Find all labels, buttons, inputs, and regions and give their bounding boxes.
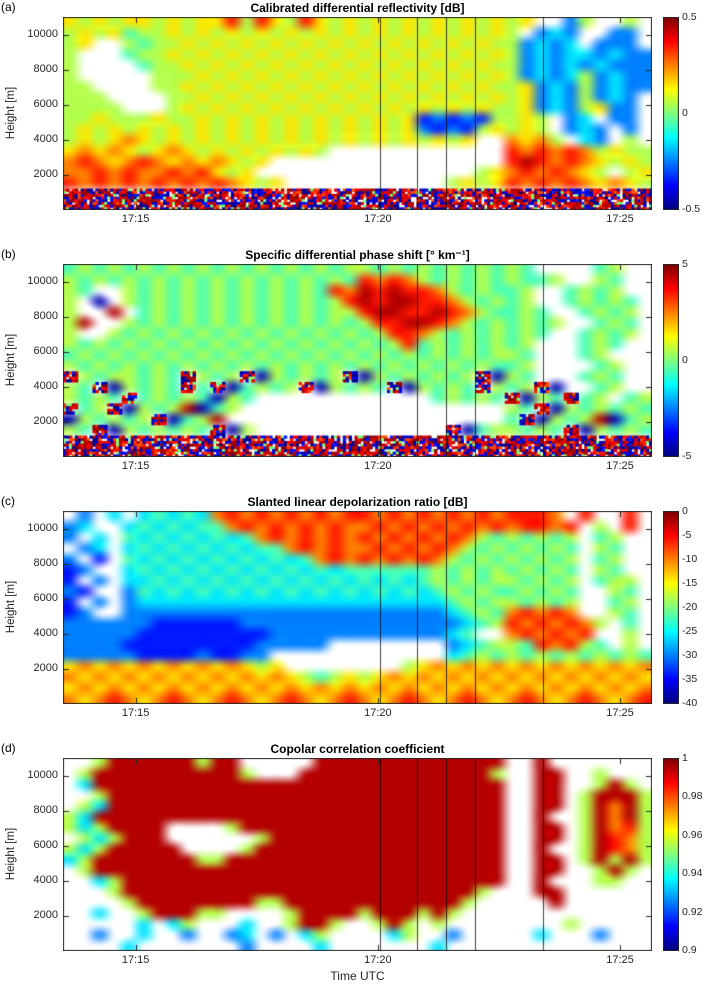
heatmap-plot — [63, 17, 652, 210]
colorbar-tick-label: 0 — [682, 107, 688, 119]
x-tick-label: 17:20 — [364, 460, 392, 472]
panel-letter: (d) — [1, 741, 16, 755]
colorbar-tick-label: -25 — [682, 625, 698, 637]
y-tick-label: 4000 — [33, 379, 58, 392]
colorbar — [663, 511, 679, 704]
x-tick-label: 17:25 — [606, 460, 634, 472]
colorbar — [663, 17, 679, 210]
y-tick-label: 8000 — [33, 62, 58, 75]
x-tick-label: 17:25 — [606, 707, 634, 719]
y-tick-label: 4000 — [33, 626, 58, 639]
y-tick-label: 6000 — [33, 344, 58, 357]
x-tick-label: 17:15 — [121, 460, 150, 472]
colorbar-tick-label: -30 — [682, 649, 698, 661]
y-tick-label: 2000 — [33, 414, 58, 427]
heatmap-plot — [63, 511, 652, 704]
panel-title: Slanted linear depolarization ratio [dB] — [247, 495, 468, 509]
y-tick-label: 6000 — [33, 838, 58, 851]
heatmap-plot — [63, 758, 652, 951]
colorbar-tick-label: -20 — [682, 601, 698, 613]
x-tick-label: 17:15 — [121, 707, 150, 719]
panel-a: (a) Calibrated differential reflectivity… — [0, 0, 706, 246]
colorbar-tick-label: 0 — [682, 354, 688, 366]
y-tick-label: 2000 — [33, 661, 58, 674]
colorbar — [663, 264, 679, 457]
colorbar-tick-label: 0.9 — [682, 944, 697, 956]
colorbar-tick-label: -10 — [682, 553, 698, 565]
x-tick-label: 17:25 — [606, 954, 634, 966]
y-tick-label: 8000 — [33, 309, 58, 322]
x-tick-label: 17:20 — [364, 707, 392, 719]
colorbar-tick-label: -40 — [682, 697, 698, 709]
y-tick-label: 10000 — [27, 521, 58, 534]
panel-d: (d) Copolar correlation coefficient Heig… — [0, 741, 706, 987]
x-axis-label: Time UTC — [330, 969, 385, 983]
colorbar-tick-label: -15 — [682, 577, 698, 589]
colorbar-tick-label: -35 — [682, 673, 698, 685]
colorbar-tick-label: -0.5 — [682, 203, 701, 215]
colorbar-tick-label: -5 — [682, 450, 692, 462]
colorbar-tick-label: 0 — [682, 505, 688, 517]
y-tick-label: 10000 — [27, 274, 58, 287]
colorbar-tick-label: 5 — [682, 258, 688, 270]
x-tick-label: 17:15 — [121, 954, 150, 966]
panel-b: (b) Specific differential phase shift [°… — [0, 247, 706, 493]
panel-title: Copolar correlation coefficient — [270, 742, 445, 756]
panel-title: Calibrated differential reflectivity [dB… — [250, 1, 465, 15]
panel-letter: (b) — [1, 247, 16, 261]
y-tick-label: 6000 — [33, 97, 58, 110]
colorbar-tick-label: 0.92 — [682, 905, 703, 918]
colorbar-tick-label: 0.94 — [682, 867, 703, 880]
x-tick-label: 17:20 — [364, 954, 392, 966]
y-tick-label: 8000 — [33, 556, 58, 569]
colorbar — [663, 758, 679, 951]
y-tick-label: 2000 — [33, 167, 58, 180]
colorbar-tick-label: -5 — [682, 529, 692, 541]
panel-letter: (c) — [1, 494, 15, 508]
y-tick-label: 4000 — [33, 132, 58, 145]
panel-title: Specific differential phase shift [° km⁻… — [245, 248, 470, 262]
y-tick-label: 10000 — [27, 768, 58, 781]
y-tick-label: 10000 — [27, 27, 58, 40]
panel-c: (c) Slanted linear depolarization ratio … — [0, 494, 706, 740]
x-tick-label: 17:20 — [364, 213, 392, 225]
y-tick-label: 6000 — [33, 591, 58, 604]
heatmap-plot — [63, 264, 652, 457]
panel-letter: (a) — [1, 0, 16, 14]
colorbar-tick-label: 1 — [682, 752, 688, 764]
y-tick-label: 2000 — [33, 908, 58, 921]
y-tick-label: 4000 — [33, 873, 58, 886]
x-tick-label: 17:15 — [121, 213, 150, 225]
x-tick-label: 17:25 — [606, 213, 634, 225]
colorbar-tick-label: 0.5 — [682, 11, 697, 23]
colorbar-tick-label: 0.96 — [682, 828, 703, 841]
colorbar-tick-label: 0.98 — [682, 790, 703, 803]
y-tick-label: 8000 — [33, 803, 58, 816]
